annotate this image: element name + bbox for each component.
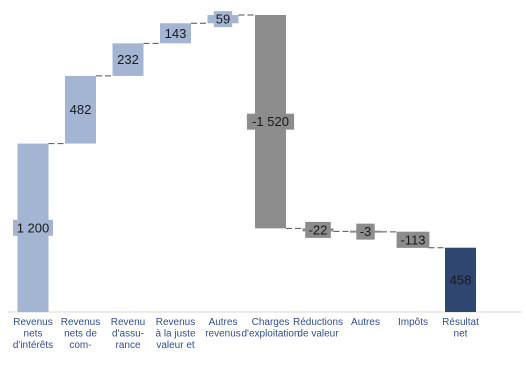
category-label-1: Revenus nets de com- bbox=[61, 317, 100, 351]
value-label-8: -113 bbox=[400, 232, 425, 247]
value-labels-group: 1 200 482 232 143 59 -1 520 -22 -3 -113 458 bbox=[13, 11, 474, 288]
value-label-box-3 bbox=[162, 25, 189, 42]
value-label-box-7 bbox=[356, 223, 375, 240]
category-label-3: Revenus à la juste valeur et bbox=[155, 317, 195, 351]
value-label-box-5 bbox=[246, 113, 295, 130]
category-label-2: Revenu d'assu-rance bbox=[111, 317, 145, 351]
category-label-6: Réductions de valeur bbox=[293, 317, 343, 340]
category-label-0: Revenus nets d'intérêts bbox=[13, 317, 53, 351]
value-label-3: 143 bbox=[165, 26, 187, 41]
category-label-8: Impôts bbox=[398, 317, 428, 328]
category-label-9: Résultat net bbox=[442, 317, 479, 340]
value-label-box-1 bbox=[67, 101, 94, 118]
value-label-7: -3 bbox=[360, 224, 372, 239]
value-label-5: -1 520 bbox=[252, 114, 289, 129]
value-label-4: 59 bbox=[216, 12, 230, 27]
category-label-7: Autres bbox=[351, 317, 380, 328]
value-label-box-0 bbox=[13, 219, 53, 236]
value-label-box-4 bbox=[213, 11, 233, 28]
category-label-5: Charges d'exploitation bbox=[241, 317, 299, 340]
value-label-6: -22 bbox=[309, 222, 328, 237]
value-label-box-2 bbox=[115, 51, 141, 68]
value-label-2: 232 bbox=[117, 52, 139, 67]
value-label-1: 482 bbox=[70, 102, 92, 117]
category-label-4: Autres revenus bbox=[205, 317, 241, 340]
value-label-0: 1 200 bbox=[17, 220, 50, 235]
bars-group bbox=[17, 15, 476, 312]
connector-lines bbox=[8, 14, 522, 313]
value-label-9: 458 bbox=[450, 272, 472, 287]
value-label-box-9 bbox=[447, 271, 474, 288]
value-label-box-6 bbox=[305, 221, 331, 238]
value-label-box-8 bbox=[396, 231, 430, 248]
